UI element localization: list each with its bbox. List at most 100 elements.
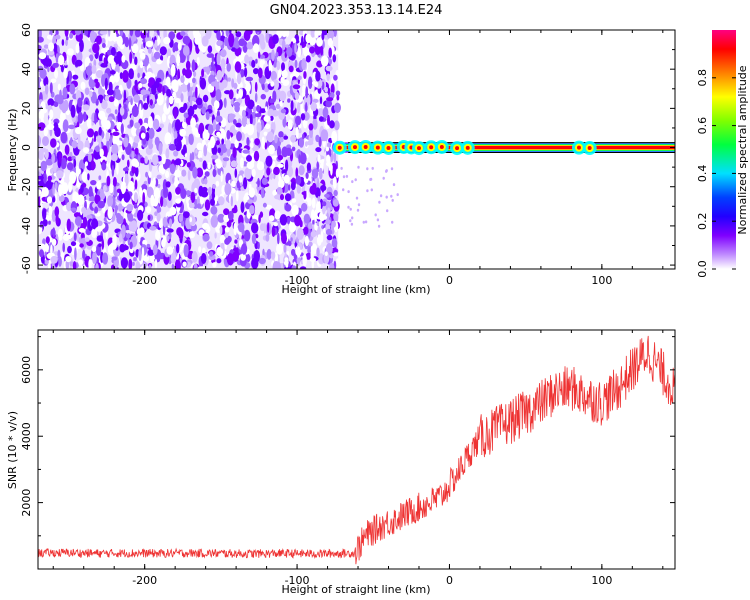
- colorbar-tick-label: 0.4: [696, 165, 709, 183]
- noise-blob: [227, 210, 234, 221]
- noise-blob: [182, 45, 190, 57]
- noise-blob: [284, 193, 292, 202]
- noise-blob: [39, 81, 43, 88]
- snr-x-tick-label: 0: [446, 574, 453, 587]
- noise-blob: [140, 132, 146, 139]
- noise-blob: [66, 218, 72, 232]
- noise-blob: [191, 59, 196, 73]
- noise-blob: [152, 177, 156, 187]
- noise-blob: [133, 203, 138, 209]
- noise-blob: [201, 68, 205, 78]
- noise-blob: [77, 133, 81, 146]
- noise-blob: [246, 41, 254, 50]
- noise-blob: [198, 185, 204, 197]
- noise-blob: [311, 197, 316, 209]
- noise-blob: [187, 169, 191, 181]
- noise-blob: [38, 135, 41, 148]
- noise-blob: [256, 105, 261, 112]
- noise-blob: [234, 168, 238, 178]
- noise-blob: [225, 139, 231, 150]
- noise-blob: [271, 227, 276, 237]
- noise-blob: [290, 237, 293, 242]
- noise-blob: [146, 95, 150, 105]
- noise-blob: [156, 59, 163, 65]
- noise-blob: [166, 88, 172, 98]
- noise-blob: [376, 218, 380, 222]
- noise-blob: [89, 30, 96, 43]
- noise-blob: [116, 35, 123, 47]
- noise-blob: [99, 30, 108, 35]
- noise-blob: [111, 164, 115, 177]
- noise-blob: [301, 202, 308, 212]
- noise-blob: [285, 159, 289, 172]
- spectrogram-x-tick-label: -200: [132, 274, 157, 287]
- noise-blob: [251, 59, 256, 68]
- noise-blob: [245, 76, 254, 82]
- noise-blob: [241, 115, 247, 128]
- noise-blob: [144, 117, 149, 125]
- noise-blob: [171, 263, 175, 269]
- noise-blob: [133, 192, 138, 203]
- noise-blob: [198, 126, 202, 135]
- noise-blob: [142, 102, 149, 110]
- noise-blob: [103, 184, 107, 192]
- noise-blob: [118, 190, 123, 202]
- noise-blob: [55, 214, 59, 226]
- noise-blob: [190, 191, 196, 204]
- noise-blob: [332, 199, 339, 207]
- noise-blob: [259, 59, 264, 70]
- noise-blob: [324, 86, 329, 93]
- noise-blob: [257, 67, 263, 79]
- noise-blob: [111, 256, 118, 261]
- noise-blob: [333, 120, 340, 131]
- noise-blob: [222, 157, 230, 162]
- noise-blob: [121, 181, 126, 188]
- signal-knot: [337, 145, 342, 150]
- noise-blob: [220, 170, 223, 182]
- noise-blob: [276, 60, 281, 71]
- noise-blob: [244, 167, 252, 180]
- noise-blob: [282, 79, 290, 86]
- noise-blob: [144, 155, 148, 164]
- noise-blob: [93, 131, 97, 139]
- noise-blob: [131, 43, 139, 54]
- noise-blob: [264, 142, 268, 150]
- noise-blob: [228, 89, 234, 100]
- noise-blob: [159, 123, 165, 129]
- noise-blob: [261, 177, 268, 185]
- noise-blob: [154, 136, 160, 146]
- noise-blob: [265, 155, 273, 167]
- noise-blob: [146, 71, 153, 78]
- noise-blob: [220, 242, 225, 249]
- noise-blob: [121, 55, 126, 63]
- noise-blob: [205, 111, 210, 120]
- noise-blob: [315, 147, 322, 153]
- noise-blob: [220, 49, 227, 58]
- noise-blob: [224, 183, 232, 196]
- noise-blob: [207, 162, 211, 170]
- noise-blob: [145, 40, 154, 48]
- noise-blob: [133, 135, 140, 144]
- noise-blob: [191, 251, 198, 263]
- noise-blob: [333, 252, 339, 257]
- noise-blob: [258, 33, 265, 46]
- noise-blob: [67, 48, 74, 56]
- noise-blob: [184, 68, 192, 79]
- noise-blob: [94, 112, 97, 125]
- noise-blob: [356, 208, 360, 212]
- noise-blob: [183, 244, 189, 258]
- noise-blob: [377, 224, 381, 228]
- noise-blob: [202, 222, 210, 230]
- noise-blob: [254, 113, 262, 118]
- noise-blob: [224, 226, 230, 233]
- noise-blob: [91, 72, 96, 80]
- noise-blob: [278, 131, 284, 138]
- noise-blob: [366, 167, 369, 171]
- noise-blob: [70, 241, 77, 247]
- snr-frame: [37, 329, 676, 570]
- noise-blob: [98, 175, 102, 180]
- noise-blob: [212, 168, 217, 178]
- noise-blob: [315, 134, 320, 143]
- noise-blob: [197, 150, 203, 159]
- noise-blob: [46, 123, 55, 130]
